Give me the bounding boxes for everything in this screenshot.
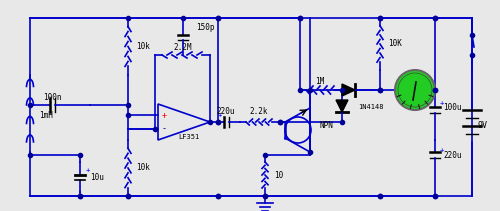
Text: 1mH: 1mH — [39, 111, 53, 119]
Text: 9V: 9V — [478, 122, 488, 130]
Text: 1M: 1M — [316, 77, 324, 87]
Text: 2.2k: 2.2k — [250, 107, 268, 116]
Text: 10K: 10K — [388, 39, 402, 49]
Text: 10k: 10k — [136, 164, 150, 173]
Text: 2.2M: 2.2M — [174, 42, 192, 51]
Text: +: + — [218, 112, 222, 118]
Polygon shape — [342, 84, 355, 96]
Text: 100u: 100u — [443, 104, 462, 112]
Circle shape — [395, 70, 435, 110]
Text: +: + — [162, 111, 166, 119]
Text: 220u: 220u — [443, 151, 462, 161]
Text: +: + — [86, 167, 90, 173]
Text: 100n: 100n — [43, 92, 61, 101]
Text: 10k: 10k — [136, 42, 150, 51]
Text: +: + — [440, 147, 444, 153]
Text: 10: 10 — [274, 170, 283, 180]
Text: NPN: NPN — [320, 120, 334, 130]
Text: +: + — [440, 100, 444, 106]
Polygon shape — [336, 100, 348, 112]
Text: 220u: 220u — [217, 107, 236, 116]
Text: 150p: 150p — [196, 23, 214, 31]
Text: 10u: 10u — [90, 173, 104, 181]
Text: -: - — [162, 124, 166, 134]
Text: 1N4148: 1N4148 — [358, 104, 384, 110]
Text: LF351: LF351 — [178, 134, 200, 140]
